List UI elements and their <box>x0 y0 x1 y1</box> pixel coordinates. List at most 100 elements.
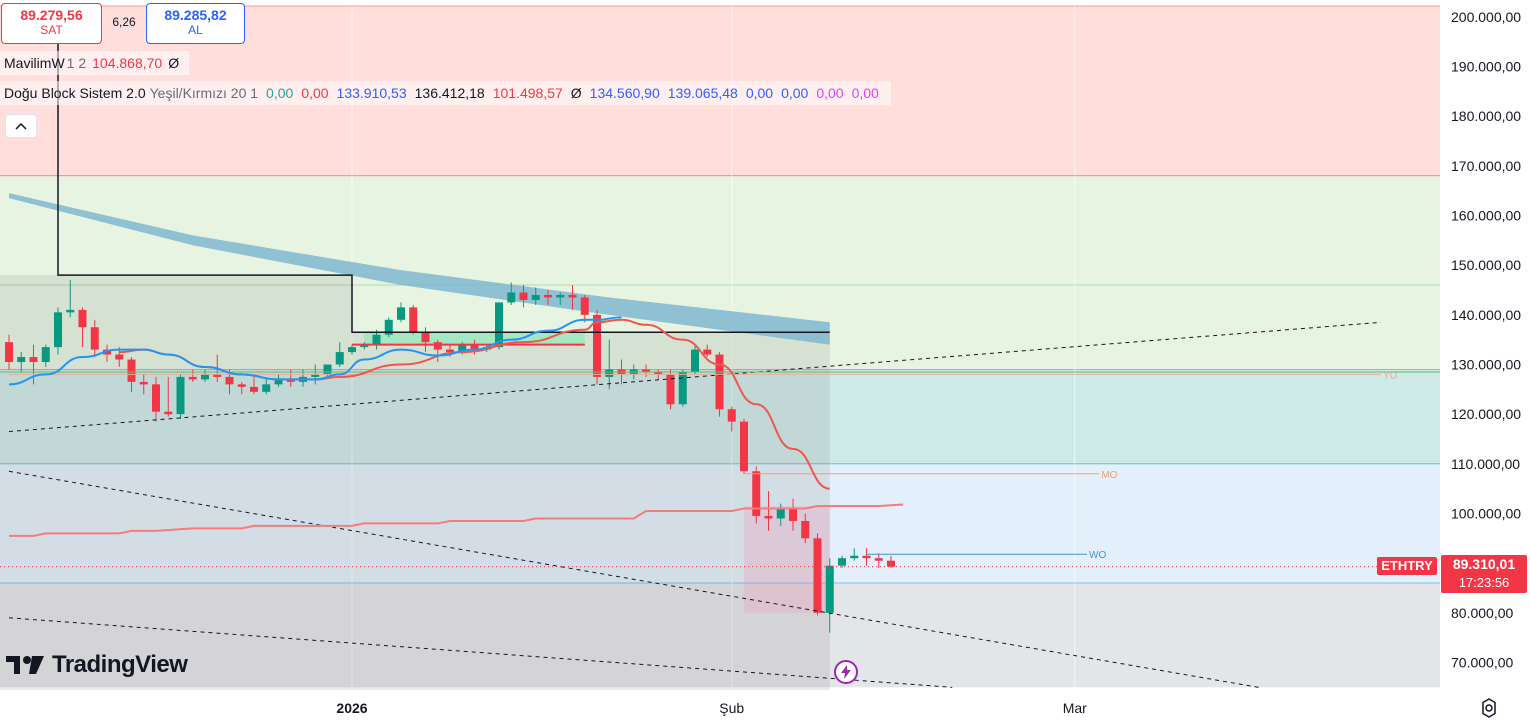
blue-moving-average <box>8 316 622 386</box>
candle[interactable] <box>838 555 846 569</box>
tradingview-mark-icon <box>6 656 44 674</box>
candle[interactable] <box>801 513 810 544</box>
legend-dogu-value: 0,00 <box>816 85 844 101</box>
candle[interactable] <box>139 374 148 395</box>
candle[interactable] <box>850 548 859 561</box>
legend-dogu-value: 133.910,53 <box>336 85 407 101</box>
candle[interactable] <box>397 302 405 323</box>
collapse-legend-button[interactable] <box>5 114 37 138</box>
candle[interactable] <box>789 498 797 531</box>
sell-box[interactable]: 89.279,56 SAT <box>1 3 102 44</box>
candle-body <box>164 411 173 415</box>
legend-dogu-value: Ø <box>570 85 582 101</box>
candle[interactable] <box>703 344 712 358</box>
candle[interactable] <box>250 374 258 395</box>
candle-body <box>887 560 895 567</box>
candle-body <box>789 508 797 521</box>
trend-line-dashed <box>8 321 1382 433</box>
candle[interactable] <box>531 287 540 305</box>
candle[interactable] <box>78 307 87 348</box>
candle[interactable] <box>874 553 883 569</box>
candle[interactable] <box>164 376 173 417</box>
legend-dogu-block[interactable]: Doğu Block Sistem 2.0 Yeşil/Kırmızı 20 1… <box>0 81 891 105</box>
legend-dogu-value: 0,00 <box>301 85 329 101</box>
candle[interactable] <box>887 555 895 569</box>
candle[interactable] <box>54 307 62 355</box>
candle[interactable] <box>348 344 356 355</box>
candle[interactable] <box>593 309 601 385</box>
candle[interactable] <box>17 352 26 372</box>
candle-body <box>115 354 124 360</box>
candle[interactable] <box>507 282 516 305</box>
chart-settings-button[interactable] <box>1478 697 1500 719</box>
candle-body <box>813 538 822 613</box>
candle-body <box>850 555 859 559</box>
candle[interactable] <box>715 352 724 417</box>
candle[interactable] <box>237 381 246 395</box>
spread-value: 6,26 <box>112 15 136 29</box>
candle[interactable] <box>335 342 344 367</box>
legend-dogu-value: 0,00 <box>781 85 809 101</box>
buy-box[interactable]: 89.285,82 AL <box>146 3 245 44</box>
y-tick-label: 70.000,00 <box>1451 655 1513 671</box>
candle[interactable] <box>727 406 736 432</box>
legend-dogu-value: 136.412,18 <box>414 85 485 101</box>
candle[interactable] <box>678 369 687 407</box>
candle-body <box>225 376 234 385</box>
candle-body <box>17 357 26 363</box>
mavilimw-line <box>9 503 904 537</box>
candle[interactable] <box>409 304 418 335</box>
candle-body <box>458 344 467 353</box>
candle[interactable] <box>568 285 577 310</box>
tradingview-logo[interactable]: TradingView <box>6 651 188 679</box>
candle[interactable] <box>66 280 75 318</box>
candle-body <box>654 371 663 375</box>
candle[interactable] <box>666 369 675 410</box>
candle[interactable] <box>544 290 552 305</box>
candle[interactable] <box>372 329 381 350</box>
candle[interactable] <box>90 319 99 358</box>
legend-dogu-value: 0,00 <box>851 85 879 101</box>
y-tick-label: 160.000,00 <box>1451 208 1521 224</box>
candle[interactable] <box>29 344 38 385</box>
candle[interactable] <box>5 334 13 370</box>
time-axis[interactable] <box>0 690 1440 724</box>
candle[interactable] <box>274 374 283 387</box>
candle[interactable] <box>605 339 614 390</box>
candle[interactable] <box>421 327 430 353</box>
candle[interactable] <box>384 317 393 338</box>
candle-body <box>41 347 50 363</box>
events-lightning-icon[interactable] <box>834 660 858 684</box>
candle-body <box>691 349 699 372</box>
buy-label: AL <box>188 23 203 37</box>
y-tick-label: 180.000,00 <box>1451 108 1521 124</box>
price-axis[interactable] <box>1440 0 1531 724</box>
candle[interactable] <box>152 376 160 422</box>
candle[interactable] <box>433 339 442 363</box>
candle[interactable] <box>740 419 748 474</box>
legend-mavilimw-value: 104.868,70 <box>92 55 163 71</box>
candle[interactable] <box>691 344 699 375</box>
candle[interactable] <box>360 342 369 350</box>
candle[interactable] <box>556 292 565 305</box>
candle[interactable] <box>176 374 185 420</box>
legend-mavilimw-params: 1 2 <box>66 55 87 71</box>
candle-body <box>176 376 185 415</box>
legend-dogu-value: 134.560,90 <box>589 85 660 101</box>
candle[interactable] <box>862 548 871 566</box>
candle-body <box>274 379 283 385</box>
candle[interactable] <box>813 533 822 616</box>
candle[interactable] <box>752 466 761 524</box>
candle[interactable] <box>580 294 589 323</box>
candle[interactable] <box>776 503 785 526</box>
candle[interactable] <box>519 285 528 308</box>
candle[interactable] <box>41 344 50 367</box>
candle[interactable] <box>262 379 271 395</box>
candle[interactable] <box>764 491 773 531</box>
candle-body <box>678 371 687 405</box>
candle-body <box>90 327 99 350</box>
legend-mavilimw[interactable]: MavilimW 1 2 104.868,70 Ø <box>0 51 190 75</box>
candle-body <box>384 319 393 335</box>
candle[interactable] <box>825 558 834 633</box>
